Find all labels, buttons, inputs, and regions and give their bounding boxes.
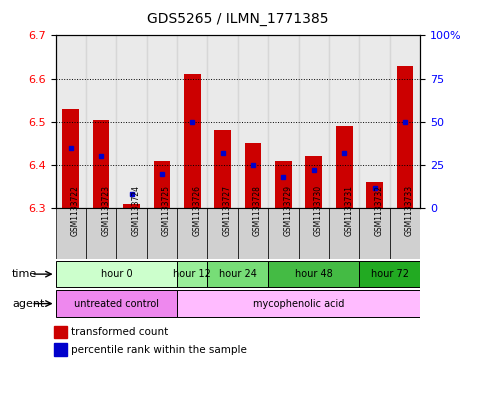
Bar: [298, 35, 329, 208]
Text: time: time: [12, 269, 37, 279]
Bar: [116, 35, 147, 208]
Bar: [336, 126, 353, 208]
Text: GSM1133729: GSM1133729: [284, 185, 293, 236]
Bar: [86, 35, 116, 208]
Text: hour 0: hour 0: [100, 269, 132, 279]
Bar: [390, 208, 420, 259]
Text: percentile rank within the sample: percentile rank within the sample: [71, 345, 247, 355]
Text: GDS5265 / ILMN_1771385: GDS5265 / ILMN_1771385: [147, 11, 328, 26]
Text: GSM1133723: GSM1133723: [101, 185, 110, 236]
Text: GSM1133725: GSM1133725: [162, 185, 171, 236]
Text: hour 12: hour 12: [173, 269, 211, 279]
Bar: [56, 208, 86, 259]
Bar: [359, 261, 420, 287]
Bar: [54, 326, 67, 338]
Bar: [56, 35, 86, 208]
Bar: [214, 130, 231, 208]
Bar: [177, 290, 420, 317]
Text: GSM1133732: GSM1133732: [375, 185, 384, 236]
Text: hour 72: hour 72: [371, 269, 409, 279]
Text: agent: agent: [12, 299, 44, 309]
Bar: [397, 66, 413, 208]
Bar: [268, 208, 298, 259]
Bar: [208, 208, 238, 259]
Bar: [147, 208, 177, 259]
Bar: [268, 35, 298, 208]
Bar: [245, 143, 261, 208]
Text: untreated control: untreated control: [74, 299, 159, 309]
Text: GSM1133730: GSM1133730: [314, 185, 323, 237]
Bar: [329, 208, 359, 259]
Bar: [390, 35, 420, 208]
Bar: [54, 343, 67, 356]
Text: GSM1133733: GSM1133733: [405, 185, 414, 237]
Bar: [366, 182, 383, 208]
Bar: [93, 120, 110, 208]
Text: hour 48: hour 48: [295, 269, 333, 279]
Bar: [56, 290, 177, 317]
Bar: [62, 109, 79, 208]
Bar: [305, 156, 322, 208]
Bar: [329, 35, 359, 208]
Bar: [86, 208, 116, 259]
Bar: [184, 74, 200, 208]
Text: GSM1133727: GSM1133727: [223, 185, 232, 236]
Bar: [359, 35, 390, 208]
Bar: [177, 261, 208, 287]
Text: GSM1133724: GSM1133724: [131, 185, 141, 236]
Text: GSM1133726: GSM1133726: [192, 185, 201, 236]
Bar: [123, 204, 140, 208]
Bar: [238, 35, 268, 208]
Text: GSM1133731: GSM1133731: [344, 185, 353, 236]
Bar: [238, 208, 268, 259]
Bar: [359, 208, 390, 259]
Bar: [268, 261, 359, 287]
Text: GSM1133728: GSM1133728: [253, 185, 262, 236]
Bar: [177, 35, 208, 208]
Bar: [298, 208, 329, 259]
Bar: [208, 261, 268, 287]
Bar: [208, 35, 238, 208]
Bar: [154, 161, 170, 208]
Bar: [177, 208, 208, 259]
Text: hour 24: hour 24: [219, 269, 257, 279]
Text: GSM1133722: GSM1133722: [71, 185, 80, 236]
Bar: [147, 35, 177, 208]
Bar: [116, 208, 147, 259]
Text: transformed count: transformed count: [71, 327, 168, 337]
Text: mycophenolic acid: mycophenolic acid: [253, 299, 344, 309]
Bar: [275, 161, 292, 208]
Bar: [56, 261, 177, 287]
